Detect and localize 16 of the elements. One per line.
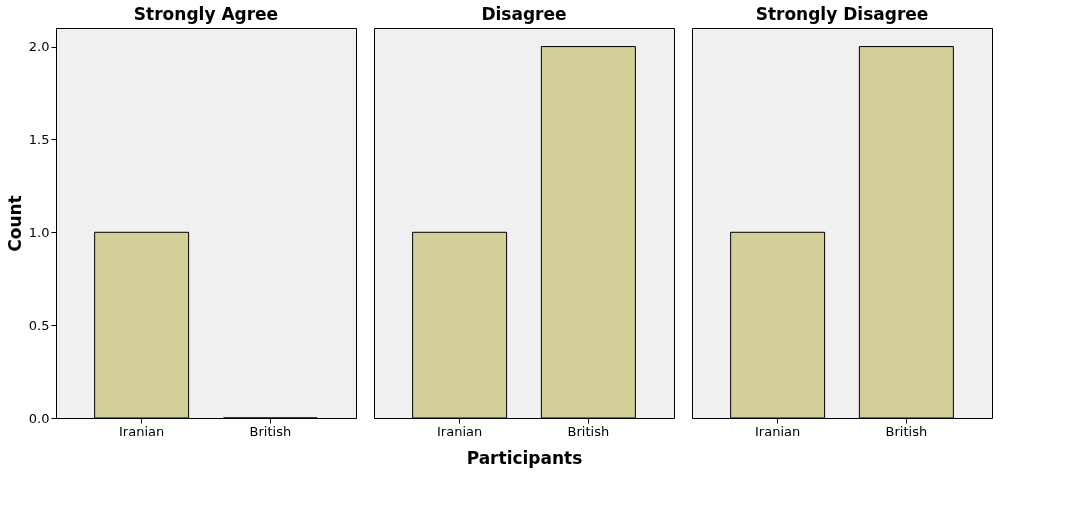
y-axis-title: Count <box>4 195 25 252</box>
x-tick-label: Iranian <box>755 423 801 439</box>
y-tick-label: 0.5 <box>28 317 50 333</box>
y-tick-label: 1.0 <box>28 224 50 240</box>
x-tick-label: British <box>567 423 610 439</box>
chart-title: Strongly Disagree <box>755 4 929 24</box>
y-tick-label: 2.0 <box>28 39 50 55</box>
y-tick-label: 1.5 <box>28 131 50 147</box>
x-axis-title: Participants <box>466 447 583 468</box>
x-tick-label: British <box>885 423 928 439</box>
x-tick-label: British <box>249 423 292 439</box>
x-tick-label: Iranian <box>437 423 483 439</box>
y-tick-label: 0.0 <box>28 410 50 426</box>
chart-title: Disagree <box>481 4 567 24</box>
x-tick-label: Iranian <box>119 423 165 439</box>
chart-title: Strongly Agree <box>133 4 279 24</box>
